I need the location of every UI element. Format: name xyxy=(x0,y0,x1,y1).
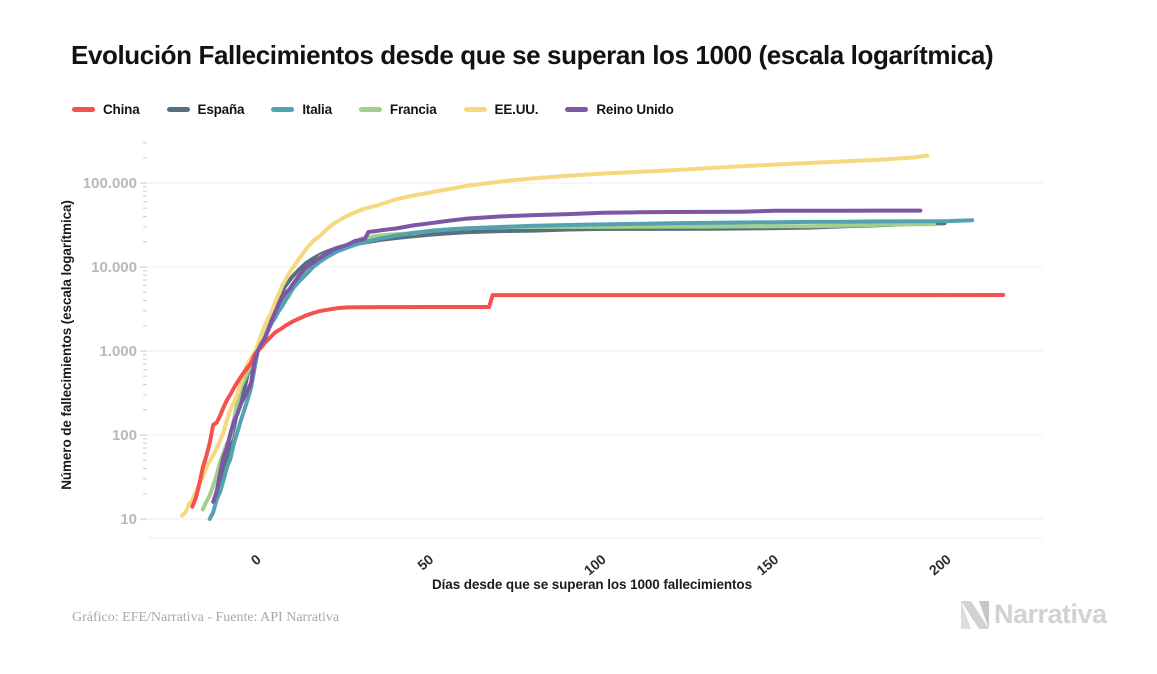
narrativa-logo: Narrativa xyxy=(960,599,1107,630)
series-line-italia xyxy=(207,218,975,521)
y-tick-label: 1.000 xyxy=(99,343,137,360)
legend-label-italia: Italia xyxy=(302,102,332,117)
series-line-ee-uu xyxy=(180,153,930,518)
legend-item-espa-a[interactable]: España xyxy=(166,102,245,117)
y-tick-label: 100.000 xyxy=(83,175,137,192)
legend-item-italia[interactable]: Italia xyxy=(271,102,332,117)
legend-item-reino-unido[interactable]: Reino Unido xyxy=(565,102,674,117)
x-tick-label: 50 xyxy=(414,551,436,573)
chart-title: Evolución Fallecimientos desde que se su… xyxy=(71,40,994,70)
legend-swatch-espa-a xyxy=(166,107,190,112)
legend-label-china: China xyxy=(103,102,140,117)
y-axis-title: Número de fallecimientos (escala logarít… xyxy=(59,200,74,490)
y-tick-label: 10.000 xyxy=(91,259,137,276)
footer-credit: Gráfico: EFE/Narrativa - Fuente: API Nar… xyxy=(72,610,340,625)
legend-label-espa-a: España xyxy=(197,102,245,117)
legend-label-reino-unido: Reino Unido xyxy=(596,102,674,117)
legend: China España Italia Francia EE.UU. Reino Unid… xyxy=(72,102,674,117)
x-tick-label: 100 xyxy=(581,551,609,578)
legend-swatch-francia xyxy=(358,107,382,112)
x-tick-label: 200 xyxy=(926,551,954,578)
legend-item-ee-uu[interactable]: EE.UU. xyxy=(463,102,539,117)
x-axis-title: Días desde que se superan los 1000 falle… xyxy=(432,577,752,592)
legend-swatch-italia xyxy=(271,107,295,112)
y-tick-label: 100 xyxy=(112,427,137,444)
x-tick-label: 0 xyxy=(248,551,264,568)
legend-swatch-china xyxy=(72,107,95,112)
legend-item-francia[interactable]: Francia xyxy=(358,102,437,117)
narrativa-logo-icon xyxy=(961,600,989,629)
legend-swatch-reino-unido xyxy=(565,107,589,112)
narrativa-logo-text: Narrativa xyxy=(994,599,1107,629)
series-line-espa-a xyxy=(214,221,947,502)
y-tick-label: 10 xyxy=(120,511,137,528)
series-line-reino-unido xyxy=(211,208,923,504)
legend-label-francia: Francia xyxy=(389,102,437,117)
legend-swatch-ee-uu xyxy=(463,107,487,112)
legend-item-china[interactable]: China xyxy=(72,102,140,117)
series-line-china xyxy=(190,293,1006,509)
legend-label-ee-uu: EE.UU. xyxy=(494,102,539,117)
x-tick-label: 150 xyxy=(753,551,781,578)
